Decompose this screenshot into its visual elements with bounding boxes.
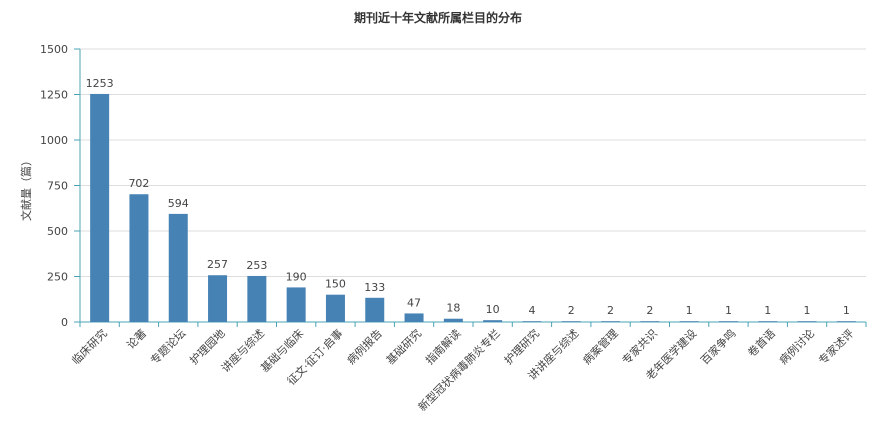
- data-label: 1: [804, 304, 811, 317]
- y-axis-label: 文献量（篇）: [19, 155, 33, 221]
- bar[interactable]: [679, 321, 699, 322]
- data-label: 47: [407, 296, 421, 309]
- data-label: 1: [764, 304, 771, 317]
- x-category-label: 指南解读: [422, 326, 463, 367]
- bar[interactable]: [286, 287, 306, 322]
- data-label: 253: [246, 259, 267, 272]
- y-tick-label: 750: [47, 180, 68, 193]
- chart-title: 期刊近十年文献所属栏目的分布: [354, 10, 522, 25]
- bar[interactable]: [601, 321, 621, 322]
- bar[interactable]: [325, 294, 345, 322]
- y-tick-label: 1500: [40, 43, 68, 56]
- data-label: 10: [486, 303, 500, 316]
- x-category-label: 病例报告: [344, 326, 385, 367]
- bar[interactable]: [640, 321, 660, 322]
- x-category-label: 百家争鸣: [698, 326, 739, 367]
- y-tick-label: 500: [47, 225, 68, 238]
- data-label: 4: [528, 304, 535, 317]
- x-category-label: 论著: [124, 326, 149, 351]
- data-label: 150: [325, 278, 346, 291]
- data-label: 702: [128, 177, 149, 190]
- x-category-label: 病案管理: [580, 326, 621, 367]
- bar[interactable]: [90, 93, 110, 322]
- data-label: 257: [207, 258, 228, 271]
- bar[interactable]: [483, 320, 503, 322]
- y-tick-label: 1250: [40, 89, 68, 102]
- data-label: 2: [568, 304, 575, 317]
- x-category-label: 专题论坛: [147, 326, 188, 367]
- bar[interactable]: [718, 321, 738, 322]
- bar[interactable]: [365, 297, 385, 322]
- data-label: 2: [607, 304, 614, 317]
- bar[interactable]: [208, 275, 228, 322]
- y-tick-label: 250: [47, 271, 68, 284]
- gridlines: [80, 48, 866, 277]
- data-label: 1: [686, 304, 693, 317]
- data-label: 2: [646, 304, 653, 317]
- data-label: 1: [725, 304, 732, 317]
- bar[interactable]: [168, 213, 188, 322]
- data-label: 1253: [86, 77, 114, 90]
- x-category-label: 卷首语: [745, 326, 778, 359]
- bar[interactable]: [561, 321, 581, 322]
- bar[interactable]: [522, 321, 542, 322]
- data-label: 133: [364, 281, 385, 294]
- axes: [79, 49, 867, 327]
- x-category-label: 临床研究: [69, 326, 110, 367]
- bar[interactable]: [836, 321, 856, 322]
- data-labels: 1253 702 594 257 253 190 150 133 47 18 10 4 2 2 2 1 1 1 1 1: [86, 77, 850, 317]
- y-axis-ticks: 0 250 500 750 1000 1250 1500: [40, 43, 80, 329]
- y-tick-label: 1000: [40, 134, 68, 147]
- bar[interactable]: [404, 313, 424, 322]
- bar[interactable]: [129, 194, 149, 322]
- bars: [90, 93, 856, 322]
- data-label: 1: [843, 304, 850, 317]
- y-tick-label: 0: [61, 316, 68, 329]
- x-category-label: 基础研究: [383, 326, 424, 367]
- x-category-label: 护理研究: [501, 326, 542, 367]
- x-category-label: 专家述评: [815, 326, 856, 367]
- bar[interactable]: [797, 321, 817, 322]
- x-category-label: 病例讨论: [776, 326, 817, 367]
- bar[interactable]: [443, 318, 463, 322]
- x-axis-categories: 临床研究 论著专题论坛护理园地讲座与综述基础与临床征文·征订·启事病例报告基础研究…: [69, 326, 857, 414]
- data-label: 594: [168, 197, 189, 210]
- x-category-label: 专家共识: [619, 326, 660, 367]
- x-category-label: 护理园地: [187, 326, 228, 367]
- data-label: 18: [446, 302, 460, 315]
- data-label: 190: [286, 270, 307, 283]
- bar[interactable]: [247, 275, 267, 322]
- bar[interactable]: [758, 321, 778, 322]
